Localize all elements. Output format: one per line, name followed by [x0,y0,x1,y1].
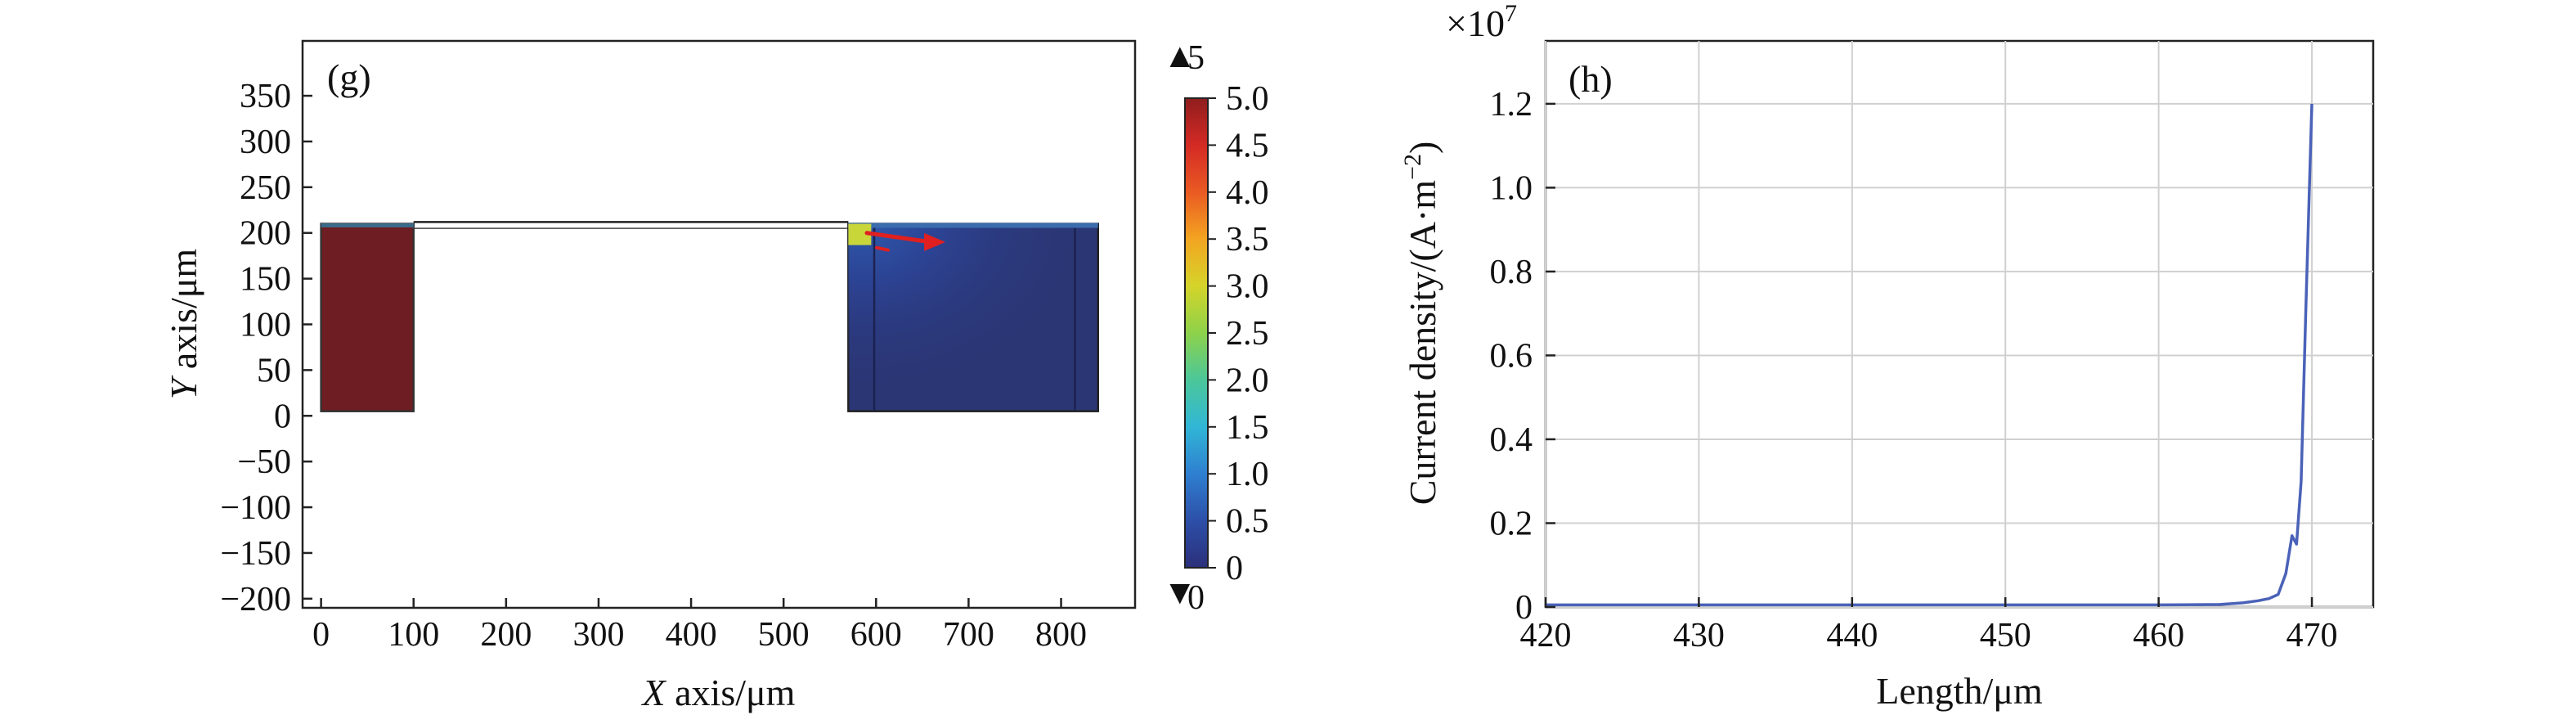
x-tick-label-h: 420 [1520,617,1572,654]
y-axis-label-h: Current density/(A·m−2) [1399,142,1443,506]
left-electrode-region [320,223,415,412]
x-tick-label-g: 0 [312,616,330,654]
current-density-series-line [1546,103,2313,607]
y-axis-label-g: Y axis/μm [163,249,204,400]
colorbar-min-label: 0 [1187,579,1205,617]
colorbar-tick-label: 2.5 [1226,315,1269,353]
current-flow-arrow-small [874,245,890,252]
colorbar-tick-label: 0.5 [1226,503,1269,541]
grid-h [1545,41,2373,608]
colorbar-tick-label: 4.0 [1226,174,1269,212]
right-block-top-edge [848,223,1098,228]
x-tick-label-g: 200 [480,616,532,654]
y-tick-label-h: 0.2 [1490,505,1533,542]
panel-g: (g) 0 100 200 300 400 500 600 700 800 3503002502… [163,38,1269,713]
y-tick-label-h: 1.0 [1490,169,1533,207]
colorbar-ticks: 5.0 4.5 4.0 3.5 3.0 2.5 2.0 1.5 1.0 0.5 0 [1208,80,1269,587]
x-tick-label-g: 400 [666,616,717,654]
y-tick-label-h: 0.4 [1490,421,1533,459]
y-tick-label-h: 0.6 [1490,337,1533,375]
colorbar: 5.0 4.5 4.0 3.5 3.0 2.5 2.0 1.5 1.0 0.5 0 ▲ 5 ▼ 0 [1163,38,1269,617]
y-tick-label-g: 100 [240,307,291,344]
x-ticks-h: 420 430 440 450 460 470 [1520,597,2338,654]
y-tick-label-g: 250 [240,169,291,207]
colorbar-tick-label: 4.5 [1226,127,1269,164]
colorbar-tick-label: 0 [1226,550,1243,587]
x-tick-label-h: 430 [1673,617,1725,654]
y-tick-label-g: −200 [220,581,291,618]
y-tick-label-g: 300 [240,124,291,161]
y-tick-label-g: −100 [220,489,291,527]
y-ticks-g: 350 300 250 200 150 100 50 0 −50 −100 −150 −200 [220,78,312,618]
y-ticks-h: 0 0.2 0.4 0.6 0.8 1.0 1.2 [1490,86,1555,627]
plot-frame-h [1544,39,2375,609]
y-tick-label-g: −50 [237,443,291,481]
x-ticks-g: 0 100 200 300 400 500 600 700 800 [312,598,1087,654]
colorbar-tick-label: 2.0 [1226,362,1269,399]
colorbar-tick-label: 1.0 [1226,456,1269,493]
region-layer-g [320,221,1100,412]
panel-h: ×107 (h) 420 430 440 450 460 470 0 0.2 0.4 0.6 0.… [1399,0,2375,712]
y-tick-label-h: 0 [1515,589,1533,627]
right-block-current-gradient [848,223,1098,411]
y-tick-label-g: 200 [240,215,291,253]
x-tick-label-h: 450 [1980,617,2031,654]
colorbar-tick-label: 3.5 [1226,221,1269,259]
colorbar-tick-label: 1.5 [1226,409,1269,447]
colorbar-max-marker: ▲ [1163,38,1197,75]
colorbar-tick-label: 5.0 [1226,80,1269,118]
y-tick-label-g: 350 [240,78,291,115]
y-tick-label-g: −150 [220,535,291,573]
colorbar-min-marker: ▼ [1163,574,1197,612]
y-tick-label-g: 50 [257,352,291,389]
x-tick-label-g: 300 [572,616,624,654]
y-tick-label-g: 150 [240,261,291,299]
x-axis-label-g: X axis/μm [641,672,796,713]
multiplier-label-h: ×107 [1446,0,1517,44]
x-tick-label-g: 700 [943,616,994,654]
x-tick-label-g: 500 [758,616,810,654]
panel-label-h: (h) [1568,58,1613,100]
panel-label-g: (g) [327,56,371,98]
x-axis-label-h: Length/μm [1876,670,2043,712]
y-tick-label-h: 0.8 [1490,254,1533,291]
x-tick-label-h: 440 [1826,617,1878,654]
current-flow-arrow [864,231,933,245]
colorbar-max-label: 5 [1187,39,1205,77]
x-tick-label-h: 470 [2287,617,2338,654]
current-flow-arrowhead [924,232,946,251]
x-tick-label-g: 600 [850,616,902,654]
x-tick-label-g: 100 [388,616,439,654]
colorbar-gradient [1184,97,1209,569]
y-tick-label-h: 1.2 [1490,86,1533,124]
x-tick-label-g: 800 [1035,616,1087,654]
y-tick-label-g: 0 [274,398,291,435]
colorbar-tick-label: 3.0 [1226,268,1269,306]
x-tick-label-h: 460 [2133,617,2184,654]
